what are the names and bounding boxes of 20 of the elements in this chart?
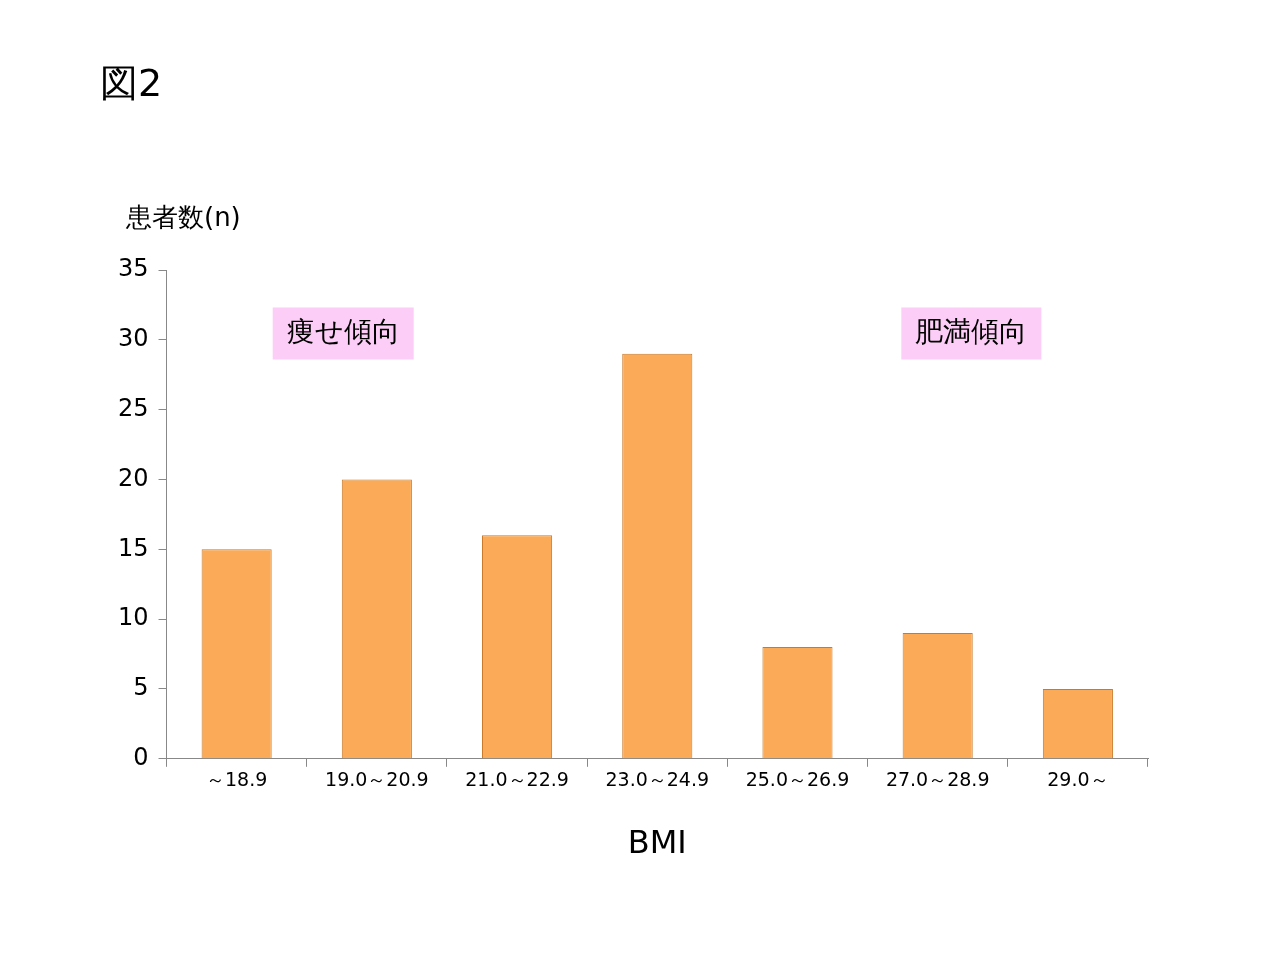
y-tick-label: 15: [117, 533, 149, 562]
x-tick-label: 27.0～28.9: [885, 768, 990, 791]
y-tick-label: 0: [133, 743, 149, 772]
annotation: 肥満傾向: [915, 314, 1028, 348]
y-axis-title: 患者数(n): [126, 201, 241, 234]
y-tick-label: 10: [117, 603, 149, 632]
x-tick-label: 21.0～22.9: [465, 768, 569, 791]
y-tick-label: 20: [117, 463, 149, 492]
y-tick-label: 25: [117, 393, 149, 422]
x-tick-label: 29.0～: [1047, 768, 1109, 791]
y-tick-label: 5: [133, 673, 149, 702]
x-tick-label: ～18.9: [205, 768, 268, 791]
x-tick-label: 25.0～26.9: [745, 768, 850, 791]
y-tick-label: 35: [117, 254, 149, 283]
annotation: 痩せ傾向: [286, 314, 400, 348]
chart-title: 図2: [100, 60, 163, 107]
x-axis-title: BMI: [627, 823, 687, 862]
x-tick-label: 23.0～24.9: [605, 768, 710, 791]
y-tick-label: 30: [117, 324, 149, 353]
x-tick-label: 19.0～20.9: [325, 768, 429, 791]
